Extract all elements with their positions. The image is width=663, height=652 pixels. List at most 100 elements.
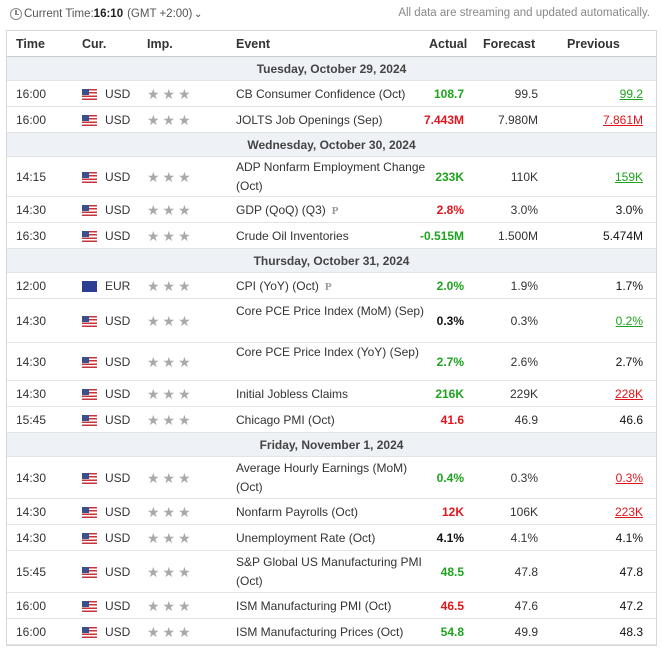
event-row[interactable]: 12:00 EUR ★★★ CPI (YoY) (Oct) P 2.0% 1.9% 1.7% xyxy=(7,273,656,299)
event-time: 14:30 xyxy=(16,313,47,328)
event-name-link[interactable]: Core PCE Price Index (MoM) (Sep) xyxy=(236,302,426,321)
event-row[interactable]: 14:30 USD ★★★ Initial Jobless Claims 216K 229… xyxy=(7,381,656,407)
event-forecast: 3.0% xyxy=(510,202,538,217)
event-row[interactable]: 16:30 USD ★★★ Crude Oil Inventories -0.515M 1… xyxy=(7,223,656,249)
current-time-display[interactable]: Current Time:16:10 (GMT +2:00) xyxy=(24,8,192,20)
event-forecast: 2.6% xyxy=(510,354,538,369)
flag-canton xyxy=(82,472,89,479)
event-row[interactable]: 16:00 USD ★★★ CB Consumer Confidence (Oct) 1… xyxy=(7,81,656,107)
us-flag-icon xyxy=(82,204,97,216)
importance-stars-icon: ★★★ xyxy=(147,85,194,102)
event-previous: 3.0% xyxy=(615,202,643,217)
event-actual: 0.3% xyxy=(436,313,464,328)
top-bar: Current Time:16:10 (GMT +2:00) ⌄ All data… xyxy=(0,0,663,30)
event-name: Average Hourly Earnings (MoM) (Oct) xyxy=(236,461,408,494)
event-row[interactable]: 16:00 USD ★★★ ISM Manufacturing PMI (Oct) 46… xyxy=(7,593,656,619)
flag-canton xyxy=(82,356,89,363)
importance-stars-icon: ★★★ xyxy=(147,529,194,546)
event-time: 14:30 xyxy=(16,386,47,401)
event-name-link[interactable]: JOLTS Job Openings (Sep) xyxy=(236,111,426,130)
event-actual: 108.7 xyxy=(433,86,464,101)
importance-stars-icon: ★★★ xyxy=(147,503,194,520)
event-previous[interactable]: 99.2 xyxy=(619,86,643,101)
us-flag-icon xyxy=(82,230,97,242)
event-currency: USD xyxy=(105,202,131,217)
us-flag-icon xyxy=(82,388,97,400)
event-currency: USD xyxy=(105,504,131,519)
flag-canton xyxy=(82,388,89,395)
event-name-link[interactable]: ISM Manufacturing Prices (Oct) xyxy=(236,623,426,642)
event-previous[interactable]: 0.3% xyxy=(615,470,643,485)
us-flag-icon xyxy=(82,315,97,327)
event-previous[interactable]: 159K xyxy=(614,169,643,184)
event-name-link[interactable]: Initial Jobless Claims xyxy=(236,385,426,404)
event-time: 12:00 xyxy=(16,278,47,293)
event-currency: USD xyxy=(105,86,131,101)
event-previous[interactable]: 228K xyxy=(614,386,643,401)
event-time: 16:00 xyxy=(16,624,47,639)
event-actual: 2.7% xyxy=(436,354,464,369)
event-name-link[interactable]: Crude Oil Inventories xyxy=(236,227,426,246)
event-actual: 233K xyxy=(435,169,464,184)
event-name-link[interactable]: ADP Nonfarm Employment Change (Oct) xyxy=(236,158,426,196)
event-row[interactable]: 15:45 USD ★★★ S&P Global US Manufacturing P… xyxy=(7,551,656,593)
event-currency: USD xyxy=(105,386,131,401)
flag-canton xyxy=(82,600,89,607)
flag-canton xyxy=(82,88,89,95)
event-time: 14:15 xyxy=(16,169,47,184)
event-name-link[interactable]: Core PCE Price Index (YoY) (Sep) xyxy=(236,343,426,362)
event-previous[interactable]: 7.861M xyxy=(602,112,643,127)
event-name: Initial Jobless Claims xyxy=(236,386,349,401)
event-previous: 4.1% xyxy=(615,530,643,545)
event-actual: 46.5 xyxy=(440,598,464,613)
event-row[interactable]: 14:30 USD ★★★ Unemployment Rate (Oct) 4.1% 4.… xyxy=(7,525,656,551)
event-row[interactable]: 15:45 USD ★★★ Chicago PMI (Oct) 41.6 46.9 46.6 xyxy=(7,407,656,433)
event-name-link[interactable]: ISM Manufacturing PMI (Oct) xyxy=(236,597,426,616)
event-name-link[interactable]: Chicago PMI (Oct) xyxy=(236,411,426,430)
event-previous[interactable]: 0.2% xyxy=(615,313,643,328)
table-header: Time Cur. Imp. Event Actual Forecast Pre… xyxy=(7,31,656,57)
flag-canton xyxy=(82,626,89,633)
event-name: Core PCE Price Index (MoM) (Sep) xyxy=(236,304,425,318)
event-row[interactable]: 14:30 USD ★★★ Core PCE Price Index (MoM) (S… xyxy=(7,299,656,343)
event-row[interactable]: 16:00 USD ★★★ ISM Manufacturing Prices (Oct… xyxy=(7,619,656,645)
event-actual: 2.0% xyxy=(436,278,464,293)
event-time: 14:30 xyxy=(16,202,47,217)
event-name-link[interactable]: Average Hourly Earnings (MoM) (Oct) xyxy=(236,459,426,497)
event-name-link[interactable]: GDP (QoQ) (Q3) P xyxy=(236,201,426,221)
event-row[interactable]: 14:30 USD ★★★ GDP (QoQ) (Q3) P 2.8% 3.0% 3.0% xyxy=(7,197,656,223)
event-name-link[interactable]: CB Consumer Confidence (Oct) xyxy=(236,85,426,104)
flag-canton xyxy=(82,171,89,178)
event-previous[interactable]: 223K xyxy=(614,504,643,519)
importance-stars-icon: ★★★ xyxy=(147,353,194,370)
event-time: 16:00 xyxy=(16,86,47,101)
importance-stars-icon: ★★★ xyxy=(147,469,194,486)
flag-canton xyxy=(82,114,89,121)
chevron-down-icon[interactable]: ⌄ xyxy=(194,9,203,20)
event-row[interactable]: 14:15 USD ★★★ ADP Nonfarm Employment Change… xyxy=(7,157,656,197)
event-row[interactable]: 14:30 USD ★★★ Average Hourly Earnings (MoM)… xyxy=(7,457,656,499)
importance-stars-icon: ★★★ xyxy=(147,385,194,402)
event-forecast: 47.8 xyxy=(514,564,538,579)
event-currency: USD xyxy=(105,412,131,427)
importance-stars-icon: ★★★ xyxy=(147,623,194,640)
event-previous: 47.2 xyxy=(619,598,643,613)
event-row[interactable]: 16:00 USD ★★★ JOLTS Job Openings (Sep) 7.443… xyxy=(7,107,656,133)
event-actual: -0.515M xyxy=(419,228,464,243)
event-name-link[interactable]: Nonfarm Payrolls (Oct) xyxy=(236,503,426,522)
event-name-link[interactable]: S&P Global US Manufacturing PMI (Oct) xyxy=(236,553,426,591)
event-name: CB Consumer Confidence (Oct) xyxy=(236,86,406,101)
day-header-label: Friday, November 1, 2024 xyxy=(259,438,404,452)
event-row[interactable]: 14:30 USD ★★★ Nonfarm Payrolls (Oct) 12K 106K… xyxy=(7,499,656,525)
economic-calendar-table: Time Cur. Imp. Event Actual Forecast Pre… xyxy=(6,30,657,646)
event-actual: 12K xyxy=(441,504,464,519)
event-name-link[interactable]: Unemployment Rate (Oct) xyxy=(236,529,426,548)
us-flag-icon xyxy=(82,472,97,484)
event-name-link[interactable]: CPI (YoY) (Oct) P xyxy=(236,277,426,297)
event-forecast: 1.9% xyxy=(510,278,538,293)
event-currency: USD xyxy=(105,470,131,485)
us-flag-icon xyxy=(82,506,97,518)
us-flag-icon xyxy=(82,626,97,638)
event-forecast: 49.9 xyxy=(514,624,538,639)
event-row[interactable]: 14:30 USD ★★★ Core PCE Price Index (YoY) (S… xyxy=(7,343,656,381)
